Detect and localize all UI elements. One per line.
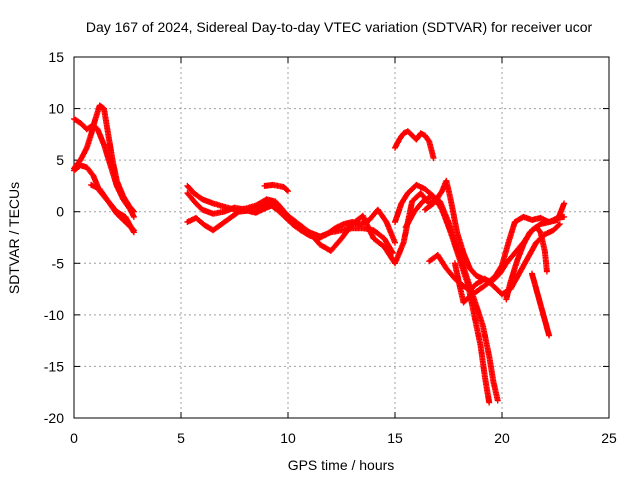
axis-ticks: [73, 56, 610, 419]
data-point-markers: [261, 181, 291, 195]
data-point-markers: [503, 224, 550, 303]
x-tick-label: 15: [387, 430, 403, 446]
series-track-n: [451, 213, 568, 306]
plot-frame: [73, 56, 610, 419]
data-point-markers: [184, 190, 441, 267]
x-tick-label: 10: [280, 430, 296, 446]
x-tick-label: 5: [177, 430, 185, 446]
y-tick-label: 5: [56, 152, 64, 168]
series-track-h: [261, 181, 291, 195]
y-tick-label: 15: [48, 49, 64, 65]
data-point-markers: [88, 181, 137, 236]
x-tick-label: 0: [70, 430, 78, 446]
series-track-o: [503, 224, 550, 303]
series-track-d: [88, 181, 137, 236]
y-tick-label: -20: [44, 410, 64, 426]
y-tick-label: 0: [56, 204, 64, 220]
data-point-markers: [451, 213, 568, 306]
data-point-markers: [529, 270, 553, 339]
grid-lines: [74, 57, 609, 418]
x-tick-label: 25: [601, 430, 617, 446]
x-axis-label: GPS time / hours: [288, 457, 395, 473]
tick-labels: 0 5 10 15 20 25 15 10 5 0 -5 -10 -15 -20: [44, 49, 617, 446]
y-tick-label: -15: [44, 358, 64, 374]
series-track-p: [529, 270, 553, 339]
data-points: [71, 102, 568, 406]
y-tick-label: -10: [44, 307, 64, 323]
y-tick-label: -5: [52, 255, 65, 271]
series-track-g: [184, 190, 441, 267]
data-point-markers: [392, 128, 437, 162]
y-tick-label: 10: [48, 101, 64, 117]
x-tick-label: 20: [494, 430, 510, 446]
y-axis-label: SDTVAR / TECUs: [6, 182, 22, 294]
series-track-i: [392, 128, 437, 162]
chart-title: Day 167 of 2024, Sidereal Day-to-day VTE…: [86, 19, 593, 35]
